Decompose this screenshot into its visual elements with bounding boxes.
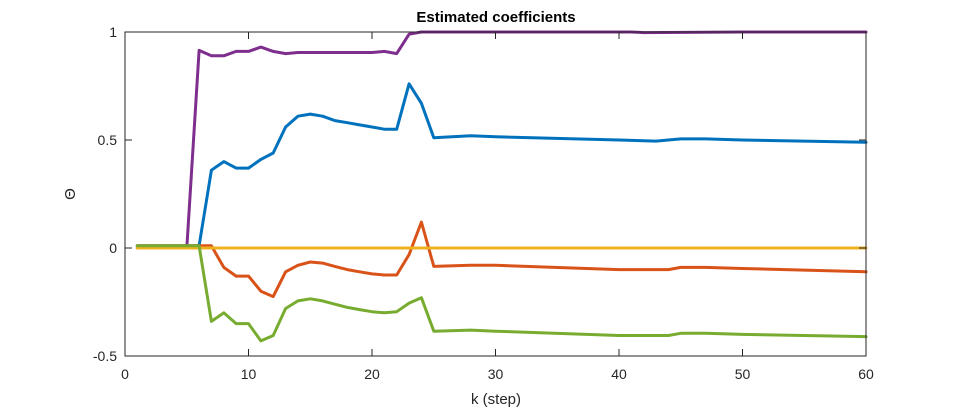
series-line-5: [135, 244, 868, 343]
series-layer: [135, 30, 868, 343]
series-line-3: [135, 220, 868, 299]
axes-layer: 0 10 20 30 40 50 60-0.500.51: [93, 24, 874, 382]
chart-title: Estimated coefficients: [416, 9, 575, 26]
y-axis-label: Θ: [62, 188, 79, 200]
x-tick-label: 60: [858, 366, 874, 382]
x-tick-label: 50: [735, 366, 751, 382]
y-tick-label: 0: [109, 240, 117, 256]
x-tick-label: 0: [121, 366, 129, 382]
x-tick-label: 40: [611, 366, 627, 382]
x-tick-label: 30: [488, 366, 504, 382]
series-line-2: [135, 82, 868, 248]
y-tick-label: 1: [109, 24, 117, 40]
y-tick-label: -0.5: [93, 348, 117, 364]
x-tick-label: 10: [241, 366, 257, 382]
x-tick-label: 20: [364, 366, 380, 382]
plot-box: [124, 31, 867, 357]
x-axis-label: k (step): [471, 391, 521, 408]
y-tick-label: 0.5: [98, 132, 118, 148]
